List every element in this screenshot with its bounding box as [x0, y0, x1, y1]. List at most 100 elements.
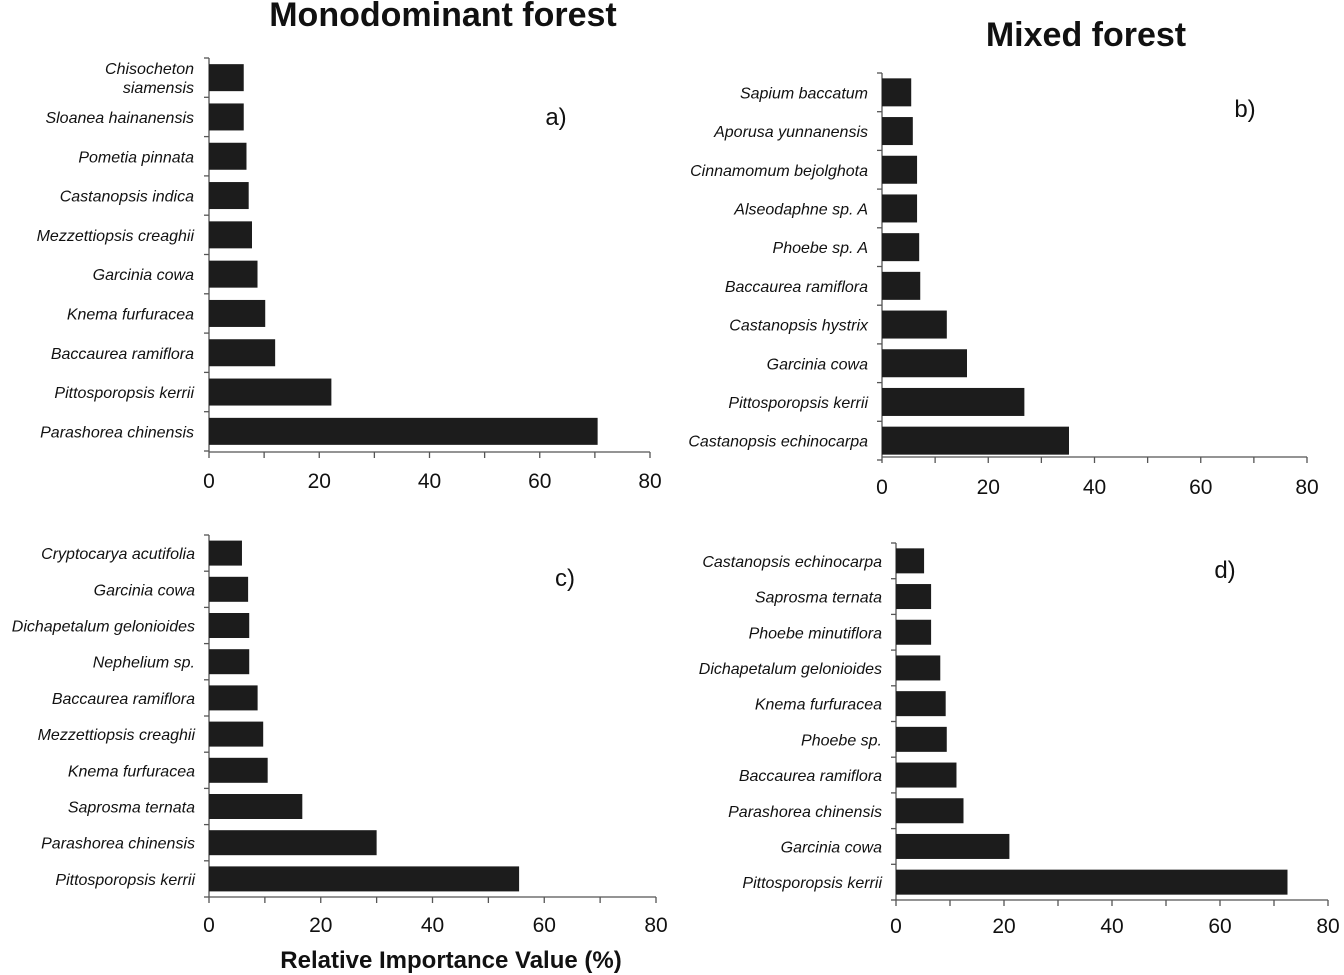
panel-c-category-label: Cryptocarya acutifolia: [41, 546, 195, 563]
panel-d-bar-phoebe-minutiflora: [896, 619, 932, 645]
panel-d-category-label: Phoebe minutiflora: [749, 625, 883, 642]
panel-b-x-tick-label: 40: [1083, 476, 1106, 499]
panel-d-chart: 0 20 40 60 80 Castanopsis echinocarpa Saprosma…: [699, 542, 1340, 938]
panel-c-bar-parashorea-chinensis: [209, 830, 377, 856]
panel-b-bar-sapium-baccatum: [882, 78, 912, 107]
panel-b-bar-pittosporopsis-kerrii: [882, 387, 1025, 416]
panel-b-category-label: Castanopsis hystrix: [729, 318, 869, 335]
panel-a-category-label: Chisocheton siamensis: [105, 61, 194, 97]
panel-c-category-label: Knema furfuracea: [68, 763, 195, 780]
panel-d-bar-garcinia-cowa: [896, 833, 1010, 859]
panel-b-category-label: Alseodaphne sp. A: [733, 201, 868, 218]
panel-b-bar-garcinia-cowa: [882, 349, 967, 378]
panel-c-category-label: Saprosma ternata: [68, 800, 195, 817]
panel-c-bar-baccaurea-ramiflora: [209, 685, 258, 711]
panel-b-category-label: Pittosporopsis kerrii: [728, 395, 868, 412]
panel-b-category-label: Sapium baccatum: [740, 85, 868, 102]
panel-a-x-tick-label: 40: [418, 470, 441, 493]
panel-c-chart: 0 20 40 60 80 Cryptocarya acutifolia Garcinia …: [12, 534, 668, 937]
panel-a-category-label: Sloanea hainanensis: [45, 110, 194, 127]
panel-b-bar-castanopsis-echinocarpa: [882, 426, 1069, 455]
panel-c-x-tick-label: 60: [533, 914, 556, 937]
panel-d-bar-baccaurea-ramiflora: [896, 762, 957, 788]
panel-a-chart: 0 20 40 60 80 Chisocheton siamensis Sloanea hai…: [37, 57, 662, 493]
panel-a-category-label: Baccaurea ramiflora: [51, 346, 194, 363]
x-axis-title: Relative Importance Value (%): [280, 947, 621, 974]
panel-d-category-label: Phoebe sp.: [801, 732, 882, 749]
column-title-monodominant: Monodominant forest: [269, 0, 617, 34]
panel-a-x-tick-label: 60: [528, 470, 551, 493]
panel-c-bar-garcinia-cowa: [209, 576, 249, 602]
panel-c-bar-pittosporopsis-kerrii: [209, 866, 520, 892]
panel-c-bar-mezzettiopsis-creaghii: [209, 721, 264, 747]
panel-d-category-label: Dichapetalum gelonioides: [699, 661, 882, 678]
panel-d-bar-phoebe-sp: [896, 726, 947, 752]
panel-a-category-label: Parashorea chinensis: [40, 424, 194, 441]
panel-a-bar-baccaurea-ramiflora: [209, 339, 276, 367]
panel-b-x-tick-label: 80: [1295, 476, 1318, 499]
panel-c-x-tick-label: 0: [203, 914, 215, 937]
panel-b-bar-aporusa-yunnanensis: [882, 117, 913, 146]
panel-d-x-tick-label: 60: [1208, 915, 1231, 938]
panel-d-bar-dichapetalum-gelonioides: [896, 655, 941, 681]
panel-a-category-label: Garcinia cowa: [93, 267, 194, 284]
panel-c-category-label: Nephelium sp.: [93, 655, 195, 672]
panel-c-category-label: Parashorea chinensis: [41, 836, 195, 853]
panel-b-x-tick-label: 20: [977, 476, 1000, 499]
panel-c-x-tick-label: 80: [644, 914, 667, 937]
panel-d-bar-saprosma-ternata: [896, 584, 932, 610]
panel-a-bar-knema-furfuracea: [209, 299, 266, 327]
panel-a-category-label: Knema furfuracea: [67, 306, 194, 323]
panel-a-category-label: Pittosporopsis kerrii: [54, 385, 194, 402]
panel-b-category-label: Phoebe sp. A: [773, 240, 868, 257]
panel-b-category-label: Cinnamomum bejolghota: [690, 163, 868, 180]
panel-d-category-label: Knema furfuracea: [755, 697, 882, 714]
panel-a-bar-sloanea-hainanensis: [209, 103, 244, 131]
column-title-mixed: Mixed forest: [986, 16, 1186, 54]
panel-d-x-tick-label: 20: [992, 915, 1015, 938]
panel-d-category-label: Saprosma ternata: [755, 590, 882, 607]
panel-b-chart: 0 20 40 60 80 Sapium baccatum Aporusa yunnanen…: [688, 72, 1319, 499]
panel-a-bar-castanopsis-indica: [209, 182, 249, 210]
panel-d-bar-knema-furfuracea: [896, 691, 946, 717]
panel-c-label: c): [555, 565, 575, 592]
panel-d-x-tick-label: 40: [1100, 915, 1123, 938]
panel-d-bar-castanopsis-echinocarpa: [896, 548, 925, 574]
panel-c-bar-cryptocarya-acutifolia: [209, 540, 242, 566]
panel-c-category-label: Baccaurea ramiflora: [52, 691, 195, 708]
panel-b-label: b): [1234, 96, 1255, 123]
panel-d-category-label: Baccaurea ramiflora: [739, 768, 882, 785]
panel-b-bar-baccaurea-ramiflora: [882, 271, 921, 300]
panel-a-label: a): [545, 104, 566, 131]
panel-a-x-tick-label: 80: [638, 470, 661, 493]
panel-d-label: d): [1214, 557, 1235, 584]
panel-a-category-label: Castanopsis indica: [60, 189, 194, 206]
panel-a-bar-pometia-pinnata: [209, 142, 247, 170]
panel-b-category-label: Garcinia cowa: [767, 356, 868, 373]
panel-b-category-label: Baccaurea ramiflora: [725, 279, 868, 296]
panel-a-bar-garcinia-cowa: [209, 260, 258, 288]
panel-c-bar-nephelium-sp: [209, 649, 250, 675]
panel-a-category-label: Pometia pinnata: [78, 149, 194, 166]
panel-d-x-tick-label: 0: [890, 915, 902, 938]
panel-c-category-label: Garcinia cowa: [94, 582, 195, 599]
panel-a-category-label: Mezzettiopsis creaghii: [37, 228, 195, 245]
panel-c-category-label: Mezzettiopsis creaghii: [38, 727, 196, 744]
panel-c-x-tick-label: 40: [421, 914, 444, 937]
panel-a-bar-mezzettiopsis-creaghii: [209, 221, 252, 249]
panel-b-bar-castanopsis-hystrix: [882, 310, 947, 339]
panel-d-category-label: Parashorea chinensis: [728, 804, 882, 821]
panel-b-bar-alseodaphne-sp-a: [882, 194, 918, 223]
panel-b-bar-cinnamomum-bejolghota: [882, 155, 918, 184]
panel-d-category-label: Pittosporopsis kerrii: [742, 875, 882, 892]
panel-c-bar-dichapetalum-gelonioides: [209, 613, 250, 638]
panel-c-bar-knema-furfuracea: [209, 757, 268, 783]
panel-c-category-label: Pittosporopsis kerrii: [55, 872, 195, 889]
panel-a-bar-pittosporopsis-kerrii: [209, 378, 332, 406]
panel-b-x-tick-label: 60: [1189, 476, 1212, 499]
panel-b-x-tick-label: 0: [876, 476, 888, 499]
panel-a-bar-chisocheton-siamensis: [209, 64, 244, 92]
panel-c-category-label: Dichapetalum gelonioides: [12, 619, 195, 636]
panel-c-bar-saprosma-ternata: [209, 794, 303, 819]
